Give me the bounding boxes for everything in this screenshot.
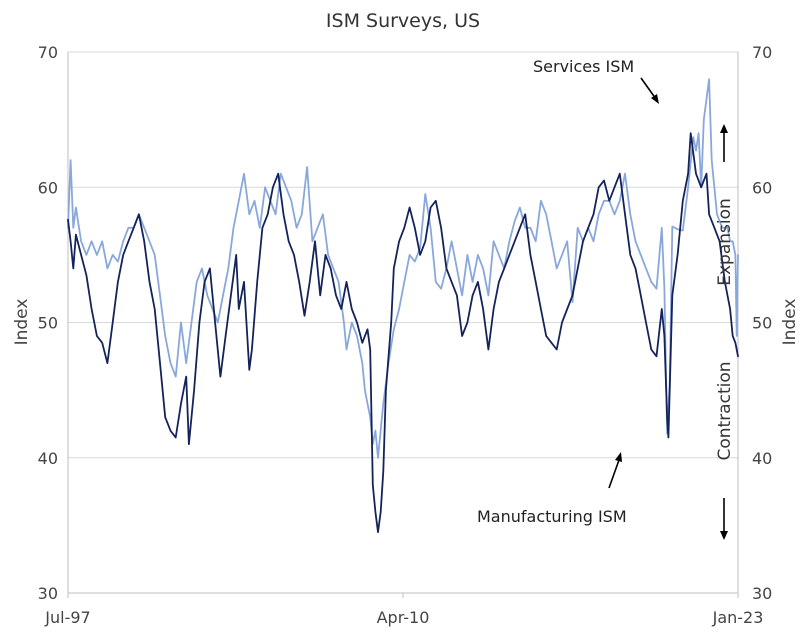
x-tick-label: Jul-97 — [44, 608, 90, 627]
y-tick-label-left: 50 — [38, 314, 58, 333]
expansion-arrowhead — [720, 124, 728, 133]
annotation-services-arrowhead — [651, 94, 659, 104]
contraction-arrowhead — [720, 531, 728, 540]
series-line-manufacturing — [67, 132, 739, 533]
y-tick-label-right: 40 — [752, 449, 772, 468]
y-tick-label-left: 30 — [38, 584, 58, 603]
y-axis-left: 30 40 50 60 70 — [38, 43, 58, 603]
y-tick-label-right: 70 — [752, 43, 772, 62]
annotation-services-arrow — [640, 77, 657, 100]
y-axis-label-right: Index — [780, 299, 800, 346]
annotation-services: Services ISM — [533, 57, 634, 76]
annotation-manufacturing: Manufacturing ISM — [477, 507, 627, 526]
series-group — [67, 78, 739, 533]
annotation-manufacturing-arrow — [608, 459, 620, 489]
y-tick-label-left: 70 — [38, 43, 58, 62]
y-tick-label-right: 60 — [752, 178, 772, 197]
gridlines — [68, 51, 738, 459]
y-tick-label-right: 30 — [752, 584, 772, 603]
y-axis-right: 30 40 50 60 70 — [752, 43, 772, 603]
x-tick-label: Apr-10 — [377, 608, 430, 627]
y-tick-label-left: 60 — [38, 178, 58, 197]
x-tick-label: Jan-23 — [712, 608, 764, 627]
y-axis-label-left: Index — [12, 299, 32, 346]
contraction-label: Contraction — [715, 361, 735, 460]
annotation-manufacturing-arrowhead — [615, 452, 622, 462]
expansion-label: Expansion — [715, 198, 735, 286]
x-axis: Jul-97 Apr-10 Jan-23 — [44, 593, 763, 627]
series-line-services — [67, 78, 739, 459]
chart-title: ISM Surveys, US — [326, 10, 480, 32]
y-tick-label-left: 40 — [38, 449, 58, 468]
y-tick-label-right: 50 — [752, 314, 772, 333]
